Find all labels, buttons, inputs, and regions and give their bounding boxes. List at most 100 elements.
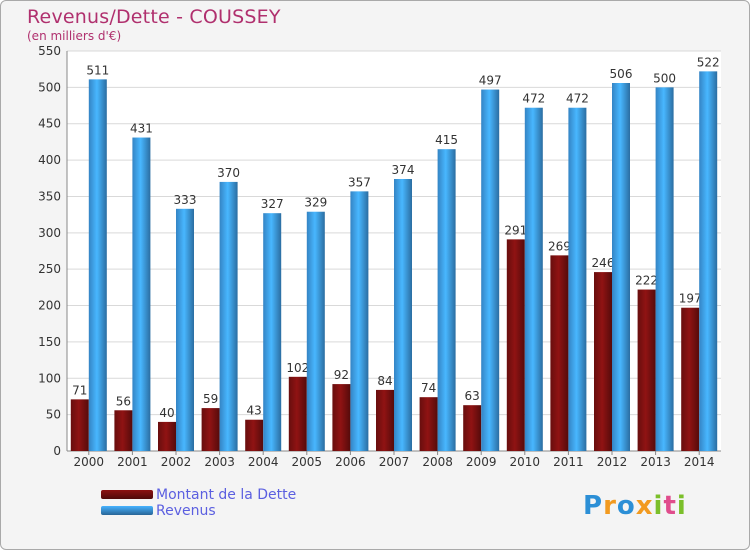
data-label-dette: 291	[504, 223, 527, 237]
x-tick-label: 2010	[510, 455, 541, 469]
logo-letter: P	[583, 491, 604, 521]
data-label-dette: 222	[635, 274, 658, 288]
data-label-revenus: 472	[522, 92, 545, 106]
bar-dette	[550, 255, 569, 451]
logo-letter: o	[616, 491, 636, 521]
x-tick-label: 2001	[117, 455, 148, 469]
data-label-dette: 63	[465, 389, 480, 403]
x-tick-label: 2000	[74, 455, 105, 469]
data-label-revenus: 511	[86, 63, 109, 77]
y-tick-label: 300	[38, 226, 61, 240]
y-tick-label: 50	[46, 408, 61, 422]
bar-revenus	[437, 149, 456, 451]
data-label-dette: 246	[592, 256, 615, 270]
bar-dette	[637, 289, 656, 451]
data-label-revenus: 415	[435, 133, 458, 147]
logo-letter: i	[653, 491, 664, 521]
x-tick-label: 2008	[422, 455, 453, 469]
data-label-dette: 59	[203, 392, 218, 406]
data-label-revenus: 431	[130, 122, 153, 136]
x-tick-label: 2007	[379, 455, 410, 469]
data-label-revenus: 522	[697, 55, 720, 69]
data-label-dette: 197	[679, 292, 702, 306]
bar-revenus	[88, 79, 107, 451]
data-label-revenus: 357	[348, 175, 371, 189]
bar-dette	[376, 389, 394, 451]
data-label-dette: 74	[421, 381, 436, 395]
x-tick-label: 2006	[335, 455, 366, 469]
bar-revenus	[481, 89, 500, 451]
data-label-dette: 40	[159, 406, 174, 420]
data-label-revenus: 472	[566, 92, 589, 106]
bar-dette	[158, 421, 176, 451]
bar-revenus	[699, 71, 718, 451]
data-label-dette: 84	[377, 374, 392, 388]
data-label-dette: 92	[334, 368, 349, 382]
legend-label-revenus: Revenus	[156, 503, 216, 519]
data-label-revenus: 333	[174, 193, 197, 207]
y-tick-label: 350	[38, 189, 61, 203]
bar-dette	[332, 384, 351, 451]
bar-revenus	[612, 83, 630, 451]
data-label-revenus: 329	[304, 196, 327, 210]
y-tick-label: 0	[53, 444, 61, 458]
data-label-dette: 269	[548, 239, 571, 253]
bar-dette	[201, 408, 220, 451]
bar-dette	[594, 272, 612, 451]
bar-revenus	[524, 107, 543, 452]
y-tick-label: 200	[38, 299, 61, 313]
y-tick-label: 550	[38, 44, 61, 58]
bar-dette	[288, 376, 307, 451]
data-label-dette: 71	[72, 383, 87, 397]
bar-revenus	[219, 181, 238, 451]
bar-dette	[114, 410, 133, 451]
legend-swatch-dette	[101, 490, 153, 499]
data-label-dette: 102	[286, 361, 309, 375]
logo-letter: t	[663, 491, 677, 521]
bar-revenus	[263, 213, 282, 451]
bar-revenus	[394, 179, 412, 451]
bar-dette	[463, 405, 482, 451]
x-tick-label: 2012	[597, 455, 628, 469]
bar-dette	[681, 307, 700, 451]
y-tick-label: 400	[38, 153, 61, 167]
y-tick-label: 450	[38, 117, 61, 131]
data-label-revenus: 327	[261, 197, 284, 211]
chart-title: Revenus/Dette - COUSSEY	[27, 6, 281, 28]
data-label-dette: 56	[116, 394, 131, 408]
bar-revenus	[176, 208, 194, 451]
chart-subtitle: (en milliers d'€)	[27, 29, 122, 43]
y-tick-label: 250	[38, 262, 61, 276]
data-label-revenus: 497	[479, 74, 502, 88]
x-tick-label: 2004	[248, 455, 279, 469]
legend-label-dette: Montant de la Dette	[156, 487, 297, 503]
bar-revenus	[306, 211, 325, 451]
bar-dette	[506, 239, 525, 451]
bar-revenus	[655, 87, 674, 451]
logo-letter: i	[676, 491, 687, 521]
data-label-revenus: 374	[392, 163, 415, 177]
x-tick-label: 2009	[466, 455, 497, 469]
x-tick-label: 2014	[684, 455, 715, 469]
y-tick-label: 150	[38, 335, 61, 349]
x-tick-label: 2003	[204, 455, 235, 469]
bar-revenus	[350, 191, 369, 451]
data-label-dette: 43	[247, 404, 262, 418]
bar-dette	[70, 399, 89, 451]
bar-revenus	[568, 107, 587, 452]
x-tick-label: 2002	[161, 455, 192, 469]
data-label-revenus: 370	[217, 166, 240, 180]
legend-swatch-revenus	[101, 506, 153, 515]
data-label-revenus: 500	[653, 71, 676, 85]
bar-dette	[245, 419, 264, 451]
logo-letter: r	[603, 491, 617, 521]
logo-letter: x	[635, 491, 654, 521]
bar-dette	[419, 397, 438, 451]
x-tick-label: 2013	[640, 455, 671, 469]
x-tick-label: 2011	[553, 455, 584, 469]
data-label-revenus: 506	[610, 67, 633, 81]
y-tick-label: 100	[38, 371, 61, 385]
x-tick-label: 2005	[292, 455, 323, 469]
